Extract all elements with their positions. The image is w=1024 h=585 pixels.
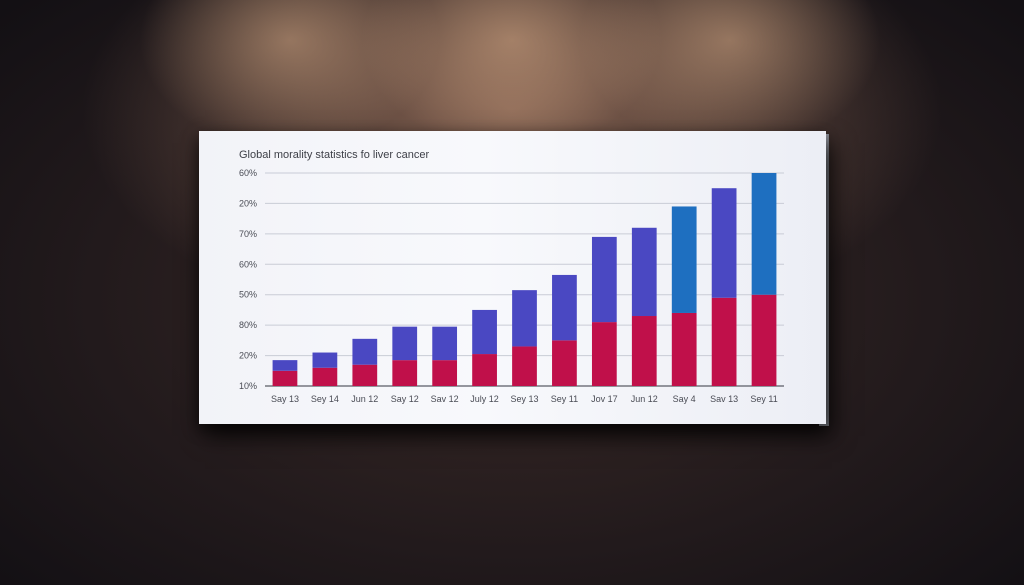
bar-segment	[631, 227, 657, 317]
x-tick-label: Jov 17	[591, 394, 618, 404]
bar-segment	[591, 236, 617, 323]
x-tick-label: July 12	[470, 394, 499, 404]
x-tick-label: Say 12	[391, 394, 419, 404]
bar-segment	[751, 294, 777, 386]
bar-segment	[312, 367, 338, 386]
bar-segment	[392, 360, 418, 386]
bar-segment	[352, 364, 378, 386]
bar-segment	[671, 312, 697, 386]
bar-segment	[352, 338, 378, 365]
x-tick-label: Sey 14	[311, 394, 339, 404]
bar-segment	[591, 322, 617, 386]
y-tick-label: 50%	[239, 290, 257, 300]
bar-segment	[512, 290, 537, 347]
y-tick-label: 10%	[239, 381, 257, 391]
x-tick-label: Jun 12	[631, 394, 658, 404]
y-tick-label: 80%	[239, 320, 257, 330]
bar-segment	[472, 354, 497, 386]
bar-segment	[432, 360, 458, 386]
y-tick-label: 60%	[239, 168, 257, 178]
x-tick-label: Sey 11	[551, 394, 578, 404]
bar-segment	[671, 206, 697, 313]
x-tick-label: Say 13	[271, 394, 299, 404]
y-tick-label: 20%	[239, 351, 257, 361]
bar-chart: 10% 20% 80% 50% 60% 70% 20% 60% Say 13 Sey 14 Jun …	[239, 168, 784, 404]
bar-segment	[552, 340, 577, 386]
bar-segment	[751, 173, 777, 295]
chart-panel: Global morality statistics fo liver canc…	[199, 131, 826, 424]
bar-segment	[312, 352, 338, 368]
bar-segment	[552, 274, 577, 341]
x-tick-label: Jun 12	[351, 394, 378, 404]
bar-segment	[711, 297, 737, 386]
x-tick-label: Sey 11	[750, 394, 777, 404]
bar-segment	[272, 360, 298, 371]
chart-title: Global morality statistics fo liver canc…	[239, 149, 430, 161]
x-tick-label: Say 4	[673, 394, 696, 404]
bar-segment	[432, 326, 458, 361]
y-tick-label: 20%	[239, 198, 257, 208]
x-tick-label: Sav 12	[431, 394, 459, 404]
bar-segment	[512, 346, 537, 386]
bar-segment	[392, 326, 418, 361]
y-tick-label: 70%	[239, 229, 257, 239]
bar-segment	[272, 370, 298, 386]
x-tick-label: Sey 13	[510, 394, 538, 404]
bar-segment	[631, 316, 657, 386]
x-tick-label: Sav 13	[710, 394, 738, 404]
bar-segment	[711, 188, 737, 298]
bar-segment	[472, 309, 497, 355]
y-tick-label: 60%	[239, 259, 257, 269]
